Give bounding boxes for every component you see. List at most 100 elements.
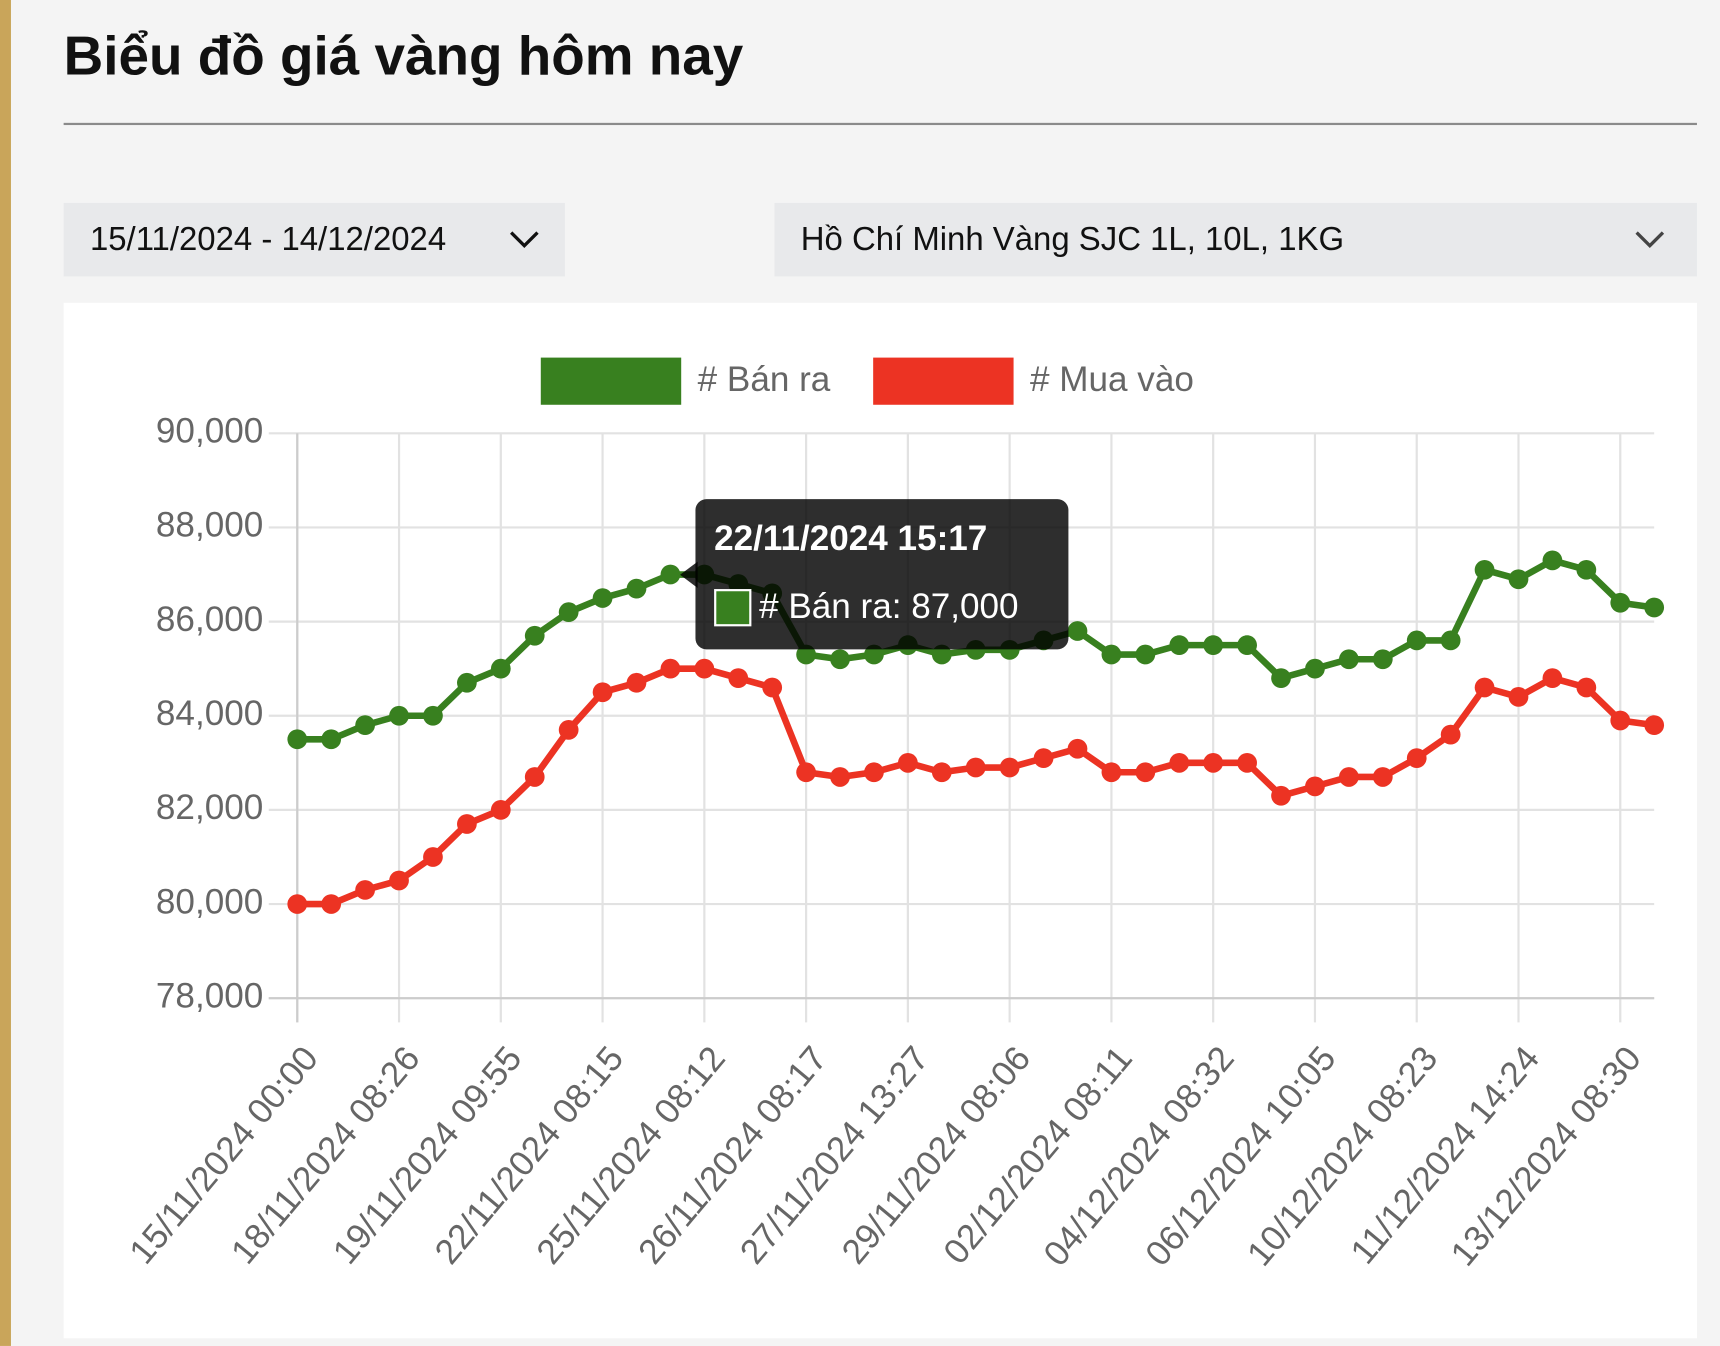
data-point bbox=[389, 870, 409, 891]
data-point bbox=[1542, 550, 1563, 571]
data-point bbox=[1542, 668, 1563, 688]
data-point bbox=[1237, 752, 1257, 773]
data-point bbox=[1203, 752, 1224, 773]
data-point bbox=[830, 767, 850, 787]
data-point bbox=[1203, 635, 1224, 656]
chevron bbox=[510, 231, 539, 249]
data-point bbox=[1644, 715, 1665, 736]
data-point bbox=[1305, 776, 1325, 797]
data-point bbox=[660, 564, 681, 585]
x-tick-label: 06/12/2024 10:05 bbox=[1138, 1039, 1343, 1273]
data-point bbox=[1135, 644, 1156, 665]
legend-label: # Mua vào bbox=[1030, 360, 1194, 399]
data-point bbox=[287, 894, 308, 914]
x-tick-label: 11/12/2024 14:24 bbox=[1343, 1039, 1547, 1271]
data-point bbox=[796, 762, 816, 783]
legend-label: # Bán ra bbox=[698, 360, 831, 399]
page-title: Biểu đồ giá vàng hôm nay bbox=[63, 25, 744, 87]
data-point bbox=[1271, 668, 1291, 688]
x-tick-label: 02/12/2024 08:11 bbox=[936, 1039, 1140, 1271]
data-point bbox=[830, 649, 850, 670]
x-tick-label: 22/11/2024 08:15 bbox=[427, 1039, 631, 1271]
x-tick-label: 25/11/2024 08:12 bbox=[529, 1039, 733, 1271]
data-point bbox=[660, 658, 681, 679]
data-point bbox=[592, 682, 613, 703]
data-point bbox=[1576, 559, 1597, 580]
data-point bbox=[321, 894, 342, 914]
x-tick-label: 18/11/2024 08:26 bbox=[224, 1039, 428, 1271]
data-point bbox=[1610, 710, 1631, 731]
data-point bbox=[728, 668, 749, 688]
data-point bbox=[999, 757, 1020, 778]
data-point bbox=[457, 672, 477, 693]
y-tick-label: 84,000 bbox=[156, 694, 263, 733]
x-tick-label: 04/12/2024 08:32 bbox=[1036, 1039, 1241, 1273]
data-point bbox=[592, 588, 613, 608]
data-point bbox=[558, 720, 579, 740]
tooltip-arrow bbox=[680, 561, 698, 588]
data-point bbox=[864, 762, 884, 783]
data-point bbox=[796, 644, 816, 665]
date-range: 15/11/2024 - 14/12/2024 bbox=[89, 221, 447, 258]
data-point bbox=[898, 752, 918, 773]
data-point bbox=[1610, 592, 1631, 613]
data-point bbox=[321, 729, 342, 750]
data-point bbox=[524, 625, 545, 646]
tooltip-title: 22/11/2024 15:17 bbox=[714, 519, 987, 558]
date-dropdown[interactable]: 15/11/2024 - 14/12/2024 bbox=[63, 202, 565, 277]
data-point bbox=[457, 814, 477, 834]
legend-swatch bbox=[540, 357, 682, 405]
data-point bbox=[694, 658, 715, 679]
y-tick-label: 78,000 bbox=[156, 976, 263, 1015]
data-point bbox=[864, 644, 884, 665]
data-point bbox=[423, 847, 443, 867]
x-tick-label: 26/11/2024 08:17 bbox=[631, 1039, 835, 1271]
y-tick-label: 82,000 bbox=[156, 788, 263, 827]
tooltip-label: # Bán ra: 87,000 bbox=[759, 587, 1019, 626]
data-point bbox=[1440, 724, 1461, 745]
data-point bbox=[762, 677, 783, 698]
data-point bbox=[1271, 785, 1291, 806]
data-point bbox=[1406, 630, 1427, 651]
chevron bbox=[1635, 231, 1665, 249]
data-point bbox=[1372, 649, 1393, 670]
data-point bbox=[1339, 649, 1359, 670]
side-strip bbox=[0, 0, 11, 1346]
data-point bbox=[1237, 635, 1257, 656]
tooltip-swatch bbox=[714, 589, 752, 627]
data-point bbox=[626, 578, 647, 599]
data-point bbox=[423, 705, 443, 726]
x-tick-label: 13/12/2024 08:30 bbox=[1443, 1039, 1648, 1273]
data-point bbox=[1576, 677, 1597, 698]
data-point bbox=[1339, 767, 1359, 787]
data-point bbox=[1101, 644, 1122, 665]
data-point bbox=[931, 644, 952, 665]
location: Hồ Chí Minh Vàng SJC 1L, 10L, 1KG bbox=[800, 221, 1345, 258]
data-point bbox=[490, 800, 511, 820]
data-point bbox=[287, 729, 308, 750]
location-dropdown[interactable]: Hồ Chí Minh Vàng SJC 1L, 10L, 1KG bbox=[774, 202, 1697, 277]
y-tick-label: 90,000 bbox=[156, 412, 263, 451]
data-point bbox=[1474, 559, 1495, 580]
x-tick-label: 27/11/2024 13:27 bbox=[733, 1039, 937, 1271]
data-point bbox=[1406, 748, 1427, 768]
data-point bbox=[626, 672, 647, 693]
data-point bbox=[355, 880, 375, 900]
divider bbox=[63, 122, 1697, 126]
data-point bbox=[490, 658, 511, 679]
data-point bbox=[1135, 762, 1156, 783]
data-point bbox=[1169, 635, 1190, 656]
data-point bbox=[965, 757, 986, 778]
data-point bbox=[1508, 687, 1529, 707]
data-point bbox=[1067, 738, 1088, 759]
x-tick-label: 10/12/2024 08:23 bbox=[1240, 1039, 1445, 1273]
x-tick-label: 19/11/2024 09:55 bbox=[326, 1039, 530, 1271]
data-point bbox=[1101, 762, 1122, 783]
y-tick-label: 88,000 bbox=[156, 506, 263, 545]
legend-swatch bbox=[873, 357, 1014, 405]
data-point bbox=[1440, 630, 1461, 651]
data-point bbox=[524, 767, 545, 787]
